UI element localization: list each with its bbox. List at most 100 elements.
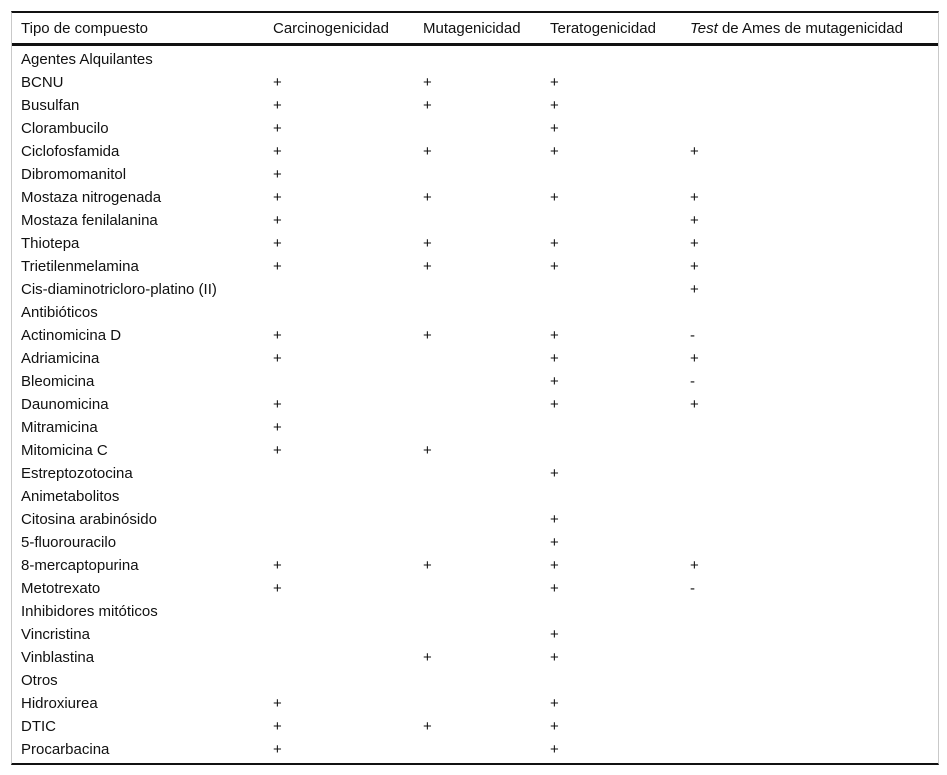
test-de-ames-value: + [690,143,699,160]
compound-name: Vinblastina [21,649,95,666]
carcinogenicidad-value [264,623,414,646]
carcinogenicidad-value: + [273,327,282,344]
test-de-ames-value: + [690,281,699,298]
carcinogenicidad-value [264,508,414,531]
compound-name: DTIC [21,718,56,735]
mutagenicidad-value: + [423,442,432,459]
table-row: Mitomicina C + + [12,439,938,462]
teratogenicidad-value: + [550,373,559,390]
test-de-ames-value [681,531,938,554]
mutagenicidad-value [414,393,541,416]
compound-name: BCNU [21,74,64,91]
section-label: Antibióticos [21,304,98,321]
mutagenicidad-value [414,45,541,72]
table-row: Vincristina + [12,623,938,646]
header-teratogenicidad: Teratogenicidad [541,13,681,46]
carcinogenicidad-value: + [273,120,282,137]
section-label: Inhibidores mitóticos [21,603,158,620]
teratogenicidad-value: + [550,97,559,114]
compound-name: Bleomicina [21,373,95,390]
mutagenicidad-value: + [423,189,432,206]
mutagenicidad-value: + [423,97,432,114]
table-row: Busulfan + + + [12,94,938,117]
teratogenicidad-value: + [550,649,559,666]
table-row: 8-mercaptopurina + + + + [12,554,938,577]
test-de-ames-value [681,715,938,738]
test-de-ames-value [681,462,938,485]
compound-name: Mostaza fenilalanina [21,212,158,229]
header-tipo-de-compuesto: Tipo de compuesto [12,13,264,46]
test-de-ames-value: + [690,258,699,275]
teratogenicidad-value: + [550,580,559,597]
test-de-ames-value: + [690,350,699,367]
teratogenicidad-value: + [550,626,559,643]
carcinogenicidad-value [264,370,414,393]
compound-name: Busulfan [21,97,80,114]
test-de-ames-value [681,738,938,761]
carcinogenicidad-value: + [273,212,282,229]
teratogenicidad-value: + [550,534,559,551]
carcinogenicidad-value: + [273,166,282,183]
section-label: Animetabolitos [21,488,120,505]
test-de-ames-value: + [690,212,699,229]
test-de-ames-value: + [690,557,699,574]
teratogenicidad-value: + [550,74,559,91]
section-label: Otros [21,672,58,689]
carcinogenicidad-value: + [273,258,282,275]
section-row: Animetabolitos [12,485,938,508]
compound-name: Procarbacina [21,741,110,758]
compound-name: Thiotepa [21,235,80,252]
table-row: Thiotepa + + + + [12,232,938,255]
table-row: Clorambucilo + + [12,117,938,140]
compound-toxicity-table-frame: Tipo de compuesto Carcinogenicidad Mutag… [11,11,939,765]
test-de-ames-value [681,439,938,462]
compound-name: Citosina arabinósido [21,511,157,528]
teratogenicidad-value [541,416,681,439]
teratogenicidad-value: + [550,695,559,712]
mutagenicidad-value [414,462,541,485]
mutagenicidad-value [414,623,541,646]
table-row: Hidroxiurea + + [12,692,938,715]
header-test-de-ames-italic-part: Test [690,19,718,37]
table-row: 5-fluorouracilo + [12,531,938,554]
teratogenicidad-value: + [550,235,559,252]
compound-name: Ciclofosfamida [21,143,120,160]
table-row: Mostaza nitrogenada + + + + [12,186,938,209]
teratogenicidad-value [541,669,681,692]
teratogenicidad-value: + [550,465,559,482]
carcinogenicidad-value: + [273,419,282,436]
compound-name: Vincristina [21,626,90,643]
table-row: Mostaza fenilalanina + + [12,209,938,232]
carcinogenicidad-value: + [273,143,282,160]
carcinogenicidad-value: + [273,695,282,712]
mutagenicidad-value [414,209,541,232]
test-de-ames-value [681,416,938,439]
test-de-ames-value [681,623,938,646]
compound-name: Trietilenmelamina [21,258,139,275]
table-row: Adriamicina + + + [12,347,938,370]
carcinogenicidad-value: + [273,557,282,574]
mutagenicidad-value [414,738,541,761]
test-de-ames-value [681,71,938,94]
teratogenicidad-value: + [550,120,559,137]
mutagenicidad-value: + [423,235,432,252]
section-row: Inhibidores mitóticos [12,600,938,623]
mutagenicidad-value: + [423,74,432,91]
carcinogenicidad-value: + [273,235,282,252]
mutagenicidad-value [414,508,541,531]
teratogenicidad-value [541,439,681,462]
carcinogenicidad-value: + [273,741,282,758]
mutagenicidad-value [414,692,541,715]
mutagenicidad-value: + [423,143,432,160]
teratogenicidad-value: + [550,557,559,574]
teratogenicidad-value [541,209,681,232]
mutagenicidad-value [414,163,541,186]
mutagenicidad-value: + [423,327,432,344]
teratogenicidad-value [541,278,681,301]
teratogenicidad-value: + [550,511,559,528]
test-de-ames-value [681,508,938,531]
compound-name: Mitomicina C [21,442,108,459]
section-row: Otros [12,669,938,692]
carcinogenicidad-value: + [273,718,282,735]
teratogenicidad-value: + [550,327,559,344]
